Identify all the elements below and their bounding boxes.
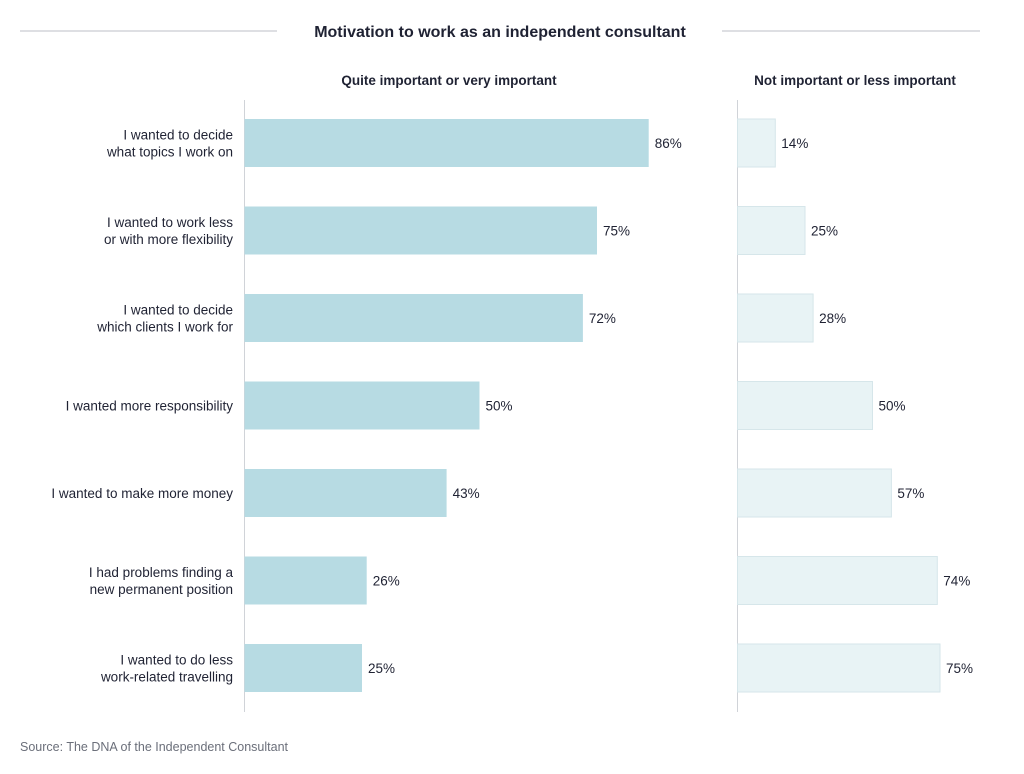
category-label: I wanted to decide which clients I work f… bbox=[96, 303, 233, 335]
right-value-label: 25% bbox=[811, 224, 838, 239]
right-series-bars: 14% 25% 28% 50% 57% 74% 75% bbox=[737, 118, 973, 693]
category-label-line: new permanent position bbox=[90, 582, 233, 597]
right-panel-title: Not important or less important bbox=[754, 73, 956, 88]
right-bar bbox=[737, 556, 938, 605]
category-label-line: which clients I work for bbox=[96, 320, 233, 335]
right-value-label: 50% bbox=[879, 399, 906, 414]
left-value-label: 26% bbox=[373, 574, 400, 589]
right-bar bbox=[737, 381, 873, 430]
category-label-line: or with more flexibility bbox=[104, 232, 233, 247]
left-value-label: 25% bbox=[368, 661, 395, 676]
left-value-label: 50% bbox=[486, 399, 513, 414]
right-value-label: 75% bbox=[946, 661, 973, 676]
left-bar bbox=[244, 294, 583, 342]
right-bar bbox=[737, 468, 892, 518]
category-label: I wanted to decide what topics I work on bbox=[106, 128, 233, 160]
category-label-line: I had problems finding a bbox=[89, 565, 234, 580]
left-bar bbox=[244, 119, 649, 167]
source-note: Source: The DNA of the Independent Consu… bbox=[20, 740, 289, 754]
left-value-label: 86% bbox=[655, 136, 682, 151]
category-label-line: I wanted to work less bbox=[107, 215, 233, 230]
left-value-label: 43% bbox=[453, 486, 480, 501]
right-bar bbox=[737, 206, 806, 255]
category-label-line: I wanted more responsibility bbox=[66, 399, 234, 414]
left-bar bbox=[244, 381, 480, 430]
category-label-line: I wanted to do less bbox=[120, 653, 233, 668]
chart-title: Motivation to work as an independent con… bbox=[314, 24, 686, 41]
category-label-line: I wanted to make more money bbox=[51, 486, 233, 501]
right-value-label: 74% bbox=[943, 574, 970, 589]
category-label-line: work-related travelling bbox=[100, 670, 233, 685]
left-bar bbox=[244, 206, 597, 255]
category-labels: I wanted to decide what topics I work onI… bbox=[51, 128, 233, 685]
left-panel-title: Quite important or very important bbox=[341, 73, 557, 88]
left-value-label: 72% bbox=[589, 311, 616, 326]
right-bar bbox=[737, 118, 776, 168]
right-value-label: 28% bbox=[819, 311, 846, 326]
right-value-label: 57% bbox=[897, 486, 924, 501]
category-label: I wanted more responsibility bbox=[66, 399, 234, 414]
left-value-label: 75% bbox=[603, 224, 630, 239]
category-label-line: I wanted to decide bbox=[123, 303, 233, 318]
category-label-line: what topics I work on bbox=[106, 145, 233, 160]
category-label: I wanted to make more money bbox=[51, 486, 233, 501]
left-series-bars: 86% 75% 72% 50% 43% 26% 25% bbox=[244, 119, 682, 692]
category-label: I had problems finding a new permanent po… bbox=[89, 565, 234, 597]
category-label: I wanted to do less work-related travelli… bbox=[100, 653, 233, 685]
category-label-line: I wanted to decide bbox=[123, 128, 233, 143]
right-bar bbox=[737, 293, 814, 343]
right-bar bbox=[737, 643, 941, 693]
right-value-label: 14% bbox=[781, 136, 808, 151]
left-bar bbox=[244, 469, 447, 517]
left-bar bbox=[244, 556, 367, 605]
category-label: I wanted to work less or with more flexib… bbox=[104, 215, 233, 247]
left-bar bbox=[244, 644, 362, 692]
